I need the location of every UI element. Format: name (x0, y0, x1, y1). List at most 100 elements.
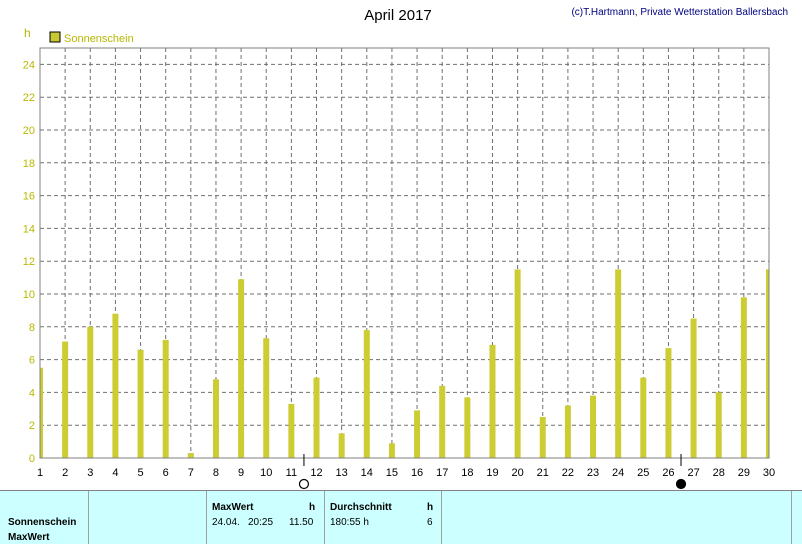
x-tick-label: 10 (260, 467, 272, 479)
x-tick-label: 8 (213, 467, 219, 479)
y-tick-label: 18 (23, 158, 35, 170)
moon-phases (298, 454, 687, 490)
y-tick-label: 20 (23, 125, 35, 137)
panel-divider (206, 491, 207, 544)
legend-swatch (49, 31, 61, 43)
bar-day-22 (564, 405, 571, 458)
x-tick-label: 9 (238, 467, 244, 479)
bar-day-8 (212, 379, 219, 458)
x-tick-label: 5 (137, 467, 143, 479)
durchschnitt-count: 6 (427, 517, 433, 528)
x-tick-label: 2 (62, 467, 68, 479)
bar-day-3 (87, 326, 94, 458)
x-tick-label: 30 (763, 467, 775, 479)
y-axis-unit: h (24, 26, 31, 40)
panel-divider (441, 491, 442, 544)
sunshine-chart: April 2017 (c)T.Hartmann, Private Wetter… (23, 7, 788, 490)
x-tick-label: 22 (562, 467, 574, 479)
new-moon-icon (675, 478, 687, 490)
bar-day-15 (388, 443, 395, 458)
bar-day-16 (414, 410, 421, 458)
legend-label: Sonnenschein (64, 33, 134, 45)
durchschnitt-unit: h (427, 502, 434, 513)
y-tick-label: 24 (23, 59, 35, 71)
bar-day-17 (439, 385, 446, 458)
panel-divider (324, 491, 325, 544)
x-tick-label: 1 (37, 467, 43, 479)
bar-day-5 (137, 349, 144, 458)
bar-day-11 (288, 403, 295, 458)
x-tick-label: 23 (587, 467, 599, 479)
y-tick-label: 22 (23, 92, 35, 104)
y-tick-label: 10 (23, 289, 35, 301)
y-tick-label: 12 (23, 256, 35, 268)
durchschnitt-header: Durchschnitt (330, 502, 392, 513)
maxwert-unit: h (309, 502, 316, 513)
bar-day-6 (162, 339, 169, 458)
panel-divider (791, 491, 792, 544)
x-tick-label: 15 (386, 467, 398, 479)
maxwert-header: MaxWert (212, 502, 254, 513)
bar-day-9 (238, 279, 245, 458)
row-label-maxwert: MaxWert (8, 532, 50, 543)
x-tick-label: 29 (738, 467, 750, 479)
x-axis-ticks: 1 2 3 4 5 6 7 8 9 10 11 12 13 14 15 16 17 18 19 20 21 22 23 24 2… (37, 467, 775, 479)
maxwert-value: 11.50 (289, 517, 314, 528)
y-tick-label: 4 (29, 387, 35, 399)
bar-day-4 (112, 313, 119, 458)
bar-day-24 (615, 269, 622, 458)
bar-day-23 (590, 395, 597, 458)
x-tick-label: 17 (436, 467, 448, 479)
bar-day-27 (690, 318, 697, 458)
x-tick-label: 24 (612, 467, 624, 479)
x-tick-label: 4 (112, 467, 118, 479)
maxwert-date: 24.04. (212, 517, 240, 528)
bar-day-10 (263, 338, 270, 458)
x-tick-label: 20 (511, 467, 523, 479)
x-tick-label: 16 (411, 467, 423, 479)
bar-day-30 (766, 269, 769, 458)
x-tick-label: 18 (461, 467, 473, 479)
bar-day-12 (313, 377, 320, 458)
x-tick-label: 21 (537, 467, 549, 479)
x-tick-label: 12 (310, 467, 322, 479)
x-tick-label: 3 (87, 467, 93, 479)
y-tick-label: 6 (29, 355, 35, 367)
copyright-credit: (c)T.Hartmann, Private Wetterstation Bal… (571, 7, 788, 18)
grid-lines (40, 48, 769, 458)
bar-day-25 (640, 377, 647, 458)
durchschnitt-value: 180:55 h (330, 517, 369, 528)
bar-series (40, 269, 769, 458)
bar-day-20 (514, 269, 521, 458)
y-tick-label: 2 (29, 420, 35, 432)
y-tick-label: 0 (29, 453, 35, 465)
bar-day-18 (464, 397, 471, 458)
y-tick-label: 14 (23, 223, 35, 235)
bar-day-14 (363, 330, 370, 458)
bar-day-21 (539, 417, 546, 458)
bar-day-26 (665, 348, 672, 458)
x-tick-label: 6 (163, 467, 169, 479)
x-tick-label: 26 (662, 467, 674, 479)
bar-day-19 (489, 344, 496, 458)
panel-divider (88, 491, 89, 544)
bar-day-13 (338, 433, 345, 458)
bar-day-28 (715, 392, 722, 458)
x-tick-label: 14 (361, 467, 373, 479)
full-moon-icon (298, 478, 310, 490)
bar-day-7 (187, 453, 194, 458)
summary-panel: Sonnenschein MaxWert MaxWert h 24.04. 20… (0, 490, 802, 544)
y-tick-label: 8 (29, 322, 35, 334)
chart-title: April 2017 (364, 7, 432, 24)
x-tick-label: 25 (637, 467, 649, 479)
x-tick-label: 11 (286, 467, 297, 479)
x-tick-label: 19 (486, 467, 498, 479)
bar-day-29 (740, 297, 747, 458)
y-tick-label: 16 (23, 191, 35, 203)
x-tick-label: 13 (336, 467, 348, 479)
row-label-sonnenschein: Sonnenschein (8, 517, 77, 528)
bar-day-2 (62, 341, 69, 458)
x-tick-label: 28 (713, 467, 725, 479)
maxwert-time: 20:25 (248, 517, 274, 528)
